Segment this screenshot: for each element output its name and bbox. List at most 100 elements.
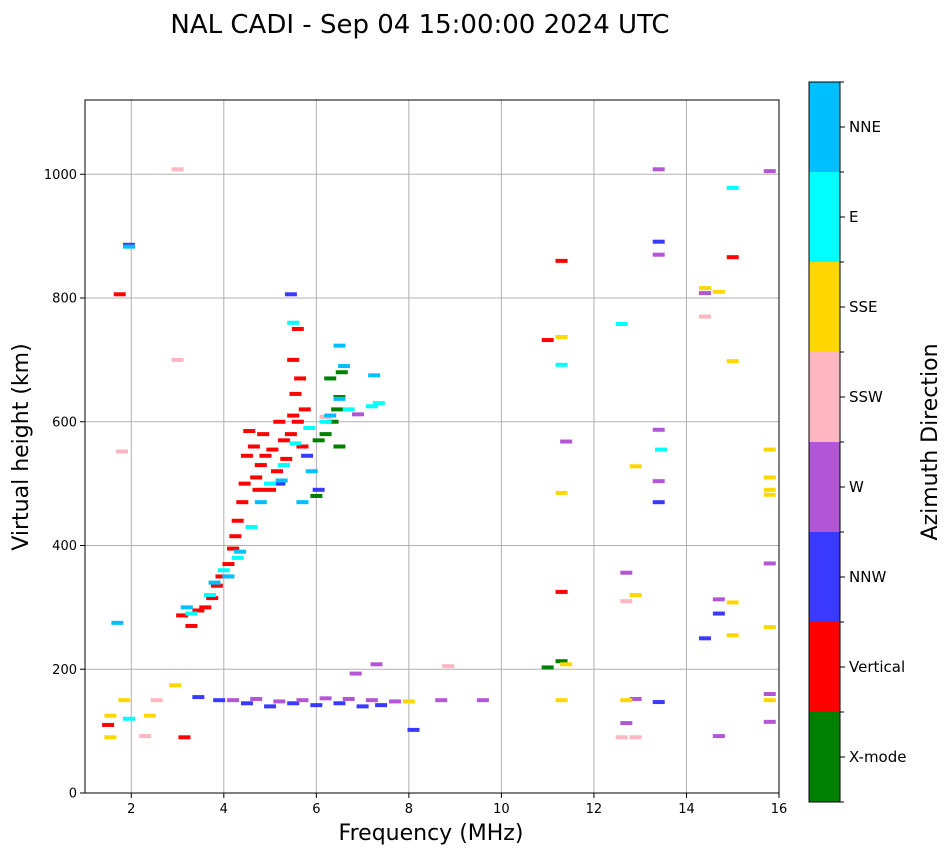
data-point [555,698,568,703]
data-point [763,692,776,696]
data-point [763,492,776,497]
data-point [289,441,302,446]
data-point [763,475,776,480]
data-point [652,427,665,432]
data-point [388,699,401,704]
data-point [252,487,265,492]
data-point [338,364,351,369]
data-point [763,561,776,566]
colorbar-tick-label: NNW [849,568,886,586]
data-point [264,487,277,492]
data-point [351,412,364,417]
data-point [333,343,346,348]
data-point [213,698,226,703]
data-point [698,286,711,291]
colorbar-tick-label: SSW [849,388,883,406]
data-point [365,698,378,703]
data-point [273,481,286,486]
data-point [629,735,642,740]
colorbar-segment [809,82,840,172]
x-axis-label: Frequency (MHz) [339,821,524,846]
data-point [277,438,290,443]
data-point [541,338,554,343]
data-point [652,500,665,505]
data-point [206,596,219,601]
data-point [247,444,260,449]
data-point [250,475,263,480]
data-point [192,695,205,700]
data-point [312,487,325,492]
data-point [555,659,568,664]
data-point [118,698,131,703]
data-point [375,703,388,708]
data-point [555,589,568,594]
data-point [271,469,284,474]
data-point [264,704,277,709]
plot-frame [84,99,780,794]
data-point [342,696,355,701]
data-point [102,722,115,727]
data-point [291,419,304,424]
data-point [652,479,665,484]
colorbar-segment [809,622,840,712]
data-point [370,662,383,667]
data-point [726,633,739,638]
data-point [629,464,642,469]
data-point [319,419,332,424]
data-point [250,696,263,701]
data-point [273,699,286,704]
data-point [104,713,117,718]
series-sse [104,286,776,740]
colorbar-segment [809,712,840,802]
x-tick-label: 16 [771,802,788,817]
colorbar-tick-label: SSE [849,298,878,316]
data-point [143,713,156,718]
data-point [615,735,628,740]
data-point [176,613,189,618]
grid-lines [85,100,780,794]
data-point [335,370,348,375]
data-point [712,734,725,739]
data-point [298,407,311,412]
y-tick-label: 400 [52,539,77,554]
data-point [310,703,323,708]
data-point [319,696,332,701]
data-point [291,326,304,331]
data-point [763,169,776,174]
data-point [277,463,290,468]
x-tick-label: 10 [493,802,510,817]
data-point [296,500,309,505]
data-point [620,570,633,575]
data-point [726,185,739,190]
data-point [301,453,314,458]
data-point [287,357,300,362]
data-point [303,425,316,430]
data-point [284,292,297,297]
data-point [310,494,323,498]
data-point [712,597,725,602]
data-point [243,429,256,434]
data-point [169,683,182,688]
data-point [289,391,302,396]
data-point [238,481,251,486]
data-point [763,487,776,492]
series-nnw [122,239,725,732]
y-tick-label: 200 [52,663,77,678]
data-point [266,447,279,452]
data-point [629,696,642,701]
data-point [240,453,253,458]
data-point [698,291,711,296]
data-point [192,608,205,613]
data-point [254,500,267,505]
data-point [180,605,193,610]
data-point [264,481,277,486]
data-point [652,239,665,244]
data-point [116,449,129,454]
colorbar-tick-label: NNE [849,118,881,136]
data-point [122,244,135,249]
data-point [227,546,240,551]
data-point [296,444,309,449]
data-point [227,698,240,703]
data-point [555,362,568,367]
